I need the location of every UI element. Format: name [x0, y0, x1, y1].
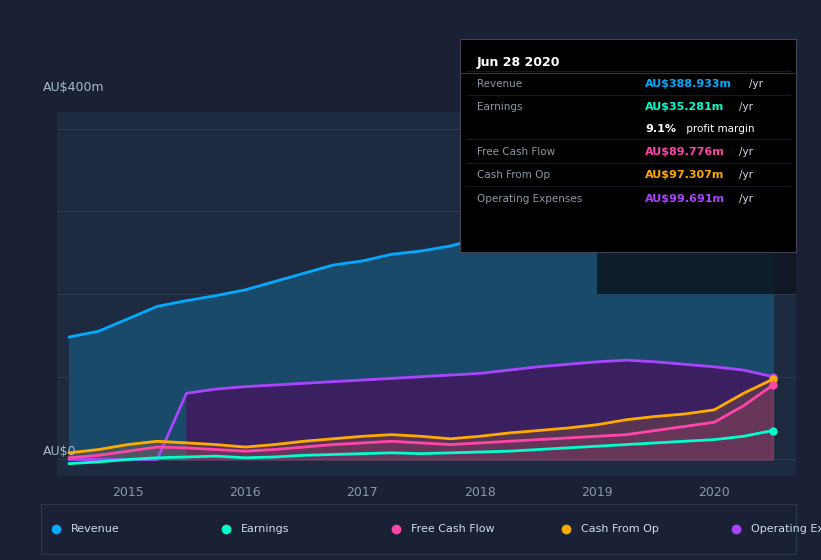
Text: /yr: /yr — [739, 194, 753, 204]
Text: /yr: /yr — [739, 147, 753, 157]
Text: Revenue: Revenue — [477, 79, 521, 89]
Bar — [597, 112, 796, 294]
Text: /yr: /yr — [739, 102, 753, 113]
Text: AU$89.776m: AU$89.776m — [645, 147, 725, 157]
Text: Earnings: Earnings — [241, 524, 290, 534]
Text: Earnings: Earnings — [477, 102, 522, 113]
Text: AU$35.281m: AU$35.281m — [645, 102, 724, 113]
Text: /yr: /yr — [749, 79, 763, 89]
Text: Cash From Op: Cash From Op — [581, 524, 659, 534]
Text: AU$400m: AU$400m — [43, 81, 104, 94]
Text: AU$0: AU$0 — [43, 445, 76, 458]
Text: AU$388.933m: AU$388.933m — [645, 79, 732, 89]
Text: Revenue: Revenue — [71, 524, 120, 534]
Text: 9.1%: 9.1% — [645, 124, 676, 134]
Text: AU$99.691m: AU$99.691m — [645, 194, 725, 204]
Text: Cash From Op: Cash From Op — [477, 170, 549, 180]
Text: /yr: /yr — [739, 170, 753, 180]
Text: Operating Expenses: Operating Expenses — [477, 194, 582, 204]
Text: AU$97.307m: AU$97.307m — [645, 170, 724, 180]
Text: Jun 28 2020: Jun 28 2020 — [477, 56, 560, 69]
Text: Free Cash Flow: Free Cash Flow — [477, 147, 555, 157]
Text: Operating Expenses: Operating Expenses — [751, 524, 821, 534]
Text: Free Cash Flow: Free Cash Flow — [411, 524, 495, 534]
Text: profit margin: profit margin — [682, 124, 754, 134]
